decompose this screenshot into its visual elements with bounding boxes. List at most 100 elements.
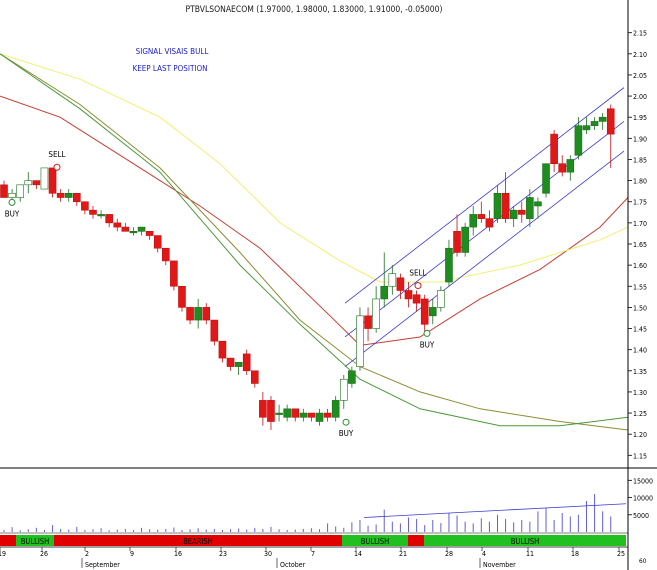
candle-body bbox=[153, 235, 162, 249]
candle-body bbox=[445, 247, 453, 283]
y-tick-label: 1.20 bbox=[633, 431, 647, 439]
x-day-label: 28 bbox=[445, 550, 453, 558]
candle-body bbox=[73, 192, 81, 203]
candle-body bbox=[170, 260, 178, 287]
candlestick-series bbox=[0, 104, 615, 430]
corner-label: 60 bbox=[639, 557, 647, 565]
candle-body bbox=[412, 294, 421, 304]
candle-body bbox=[339, 378, 348, 401]
x-day-label: 4 bbox=[482, 550, 486, 558]
x-day-label: 26 bbox=[40, 550, 48, 558]
trend-segment bbox=[342, 535, 408, 546]
volume-tick-label: 5000 bbox=[633, 512, 649, 520]
candle-body bbox=[0, 184, 8, 198]
x-day-label: 21 bbox=[399, 550, 407, 558]
candle-body bbox=[420, 298, 429, 325]
candle-body bbox=[364, 315, 372, 329]
y-tick-label: 1.45 bbox=[633, 326, 647, 334]
candle-body bbox=[574, 125, 583, 156]
sell-signal-icon bbox=[414, 282, 422, 290]
x-day-label: 9 bbox=[130, 550, 134, 558]
buy-signal-label: BUY bbox=[420, 340, 435, 349]
candle-body bbox=[428, 307, 437, 317]
candle-body bbox=[598, 116, 607, 122]
trend-segment bbox=[54, 535, 342, 546]
y-tick-label: 1.55 bbox=[633, 283, 647, 291]
candle-body bbox=[202, 307, 211, 321]
candle-body bbox=[210, 319, 219, 342]
moving-average-line bbox=[0, 53, 629, 283]
moving-average-line bbox=[0, 53, 629, 427]
candle-body bbox=[348, 370, 356, 384]
candle-body bbox=[380, 285, 389, 300]
candle-body bbox=[534, 201, 542, 207]
candle-body bbox=[517, 209, 526, 215]
candle-body bbox=[178, 285, 186, 308]
candle-body bbox=[526, 197, 534, 219]
x-day-label: 18 bbox=[571, 550, 579, 558]
candle-body bbox=[32, 180, 41, 186]
y-tick-label: 1.50 bbox=[633, 304, 647, 312]
candle-body bbox=[323, 412, 332, 418]
candle-body bbox=[590, 121, 599, 126]
candle-body bbox=[356, 315, 364, 367]
candle-body bbox=[331, 400, 340, 418]
y-tick-label: 2.10 bbox=[633, 51, 647, 59]
candle-body bbox=[40, 167, 49, 190]
y-tick-label: 1.30 bbox=[633, 389, 647, 397]
candle-body bbox=[250, 370, 259, 384]
buy-signal-label: BUY bbox=[339, 429, 354, 438]
candle-body bbox=[477, 214, 486, 219]
candle-body bbox=[283, 408, 291, 418]
candle-body bbox=[582, 125, 591, 131]
x-day-label: 25 bbox=[617, 550, 625, 558]
y-tick-label: 1.15 bbox=[633, 452, 647, 460]
candle-body bbox=[267, 400, 275, 422]
candle-body bbox=[242, 353, 251, 372]
y-tick-label: 2.00 bbox=[633, 93, 647, 101]
candle-body bbox=[509, 209, 518, 219]
candle-body bbox=[48, 167, 57, 194]
candle-body bbox=[121, 226, 130, 232]
candle-body bbox=[291, 408, 300, 418]
candle-body bbox=[469, 214, 478, 228]
x-day-label: 23 bbox=[219, 550, 227, 558]
signal-markers: BUY SELL BUY SELL BUY bbox=[5, 150, 435, 438]
candle-body bbox=[162, 247, 170, 262]
y-tick-label: 1.60 bbox=[633, 262, 647, 270]
candle-body bbox=[145, 231, 154, 236]
volume-panel: 15000 10000 5000 bbox=[3, 477, 653, 532]
y-tick-label: 1.35 bbox=[633, 368, 647, 376]
chart-title: PTBVLSONAECOM (1.97000, 1.98000, 1.83000… bbox=[185, 5, 442, 15]
channel-line-lower bbox=[344, 150, 625, 367]
x-day-label: 11 bbox=[526, 550, 534, 558]
candle-body bbox=[259, 400, 267, 418]
candle-body bbox=[64, 192, 73, 198]
trend-channel bbox=[344, 87, 625, 367]
candle-body bbox=[606, 108, 615, 135]
candle-body bbox=[105, 214, 113, 224]
x-day-label: 16 bbox=[174, 550, 182, 558]
buy-signal-icon bbox=[8, 198, 16, 206]
candle-body bbox=[97, 214, 105, 217]
candle-body bbox=[226, 357, 235, 367]
candle-body bbox=[129, 231, 138, 234]
candle-body bbox=[437, 290, 445, 308]
candle-body bbox=[550, 133, 558, 164]
candle-body bbox=[542, 163, 550, 194]
volume-tick-label: 10000 bbox=[633, 495, 653, 503]
y-tick-label: 1.95 bbox=[633, 114, 647, 122]
volume-average-line bbox=[363, 503, 627, 518]
trend-segment-label: BULLISH bbox=[511, 537, 539, 546]
annotation-line-1: SIGNAL VISAIS BULL bbox=[136, 47, 209, 56]
trend-segment bbox=[424, 535, 626, 546]
candle-body bbox=[24, 180, 33, 186]
y-tick-label: 1.90 bbox=[633, 135, 647, 143]
candle-body bbox=[137, 226, 146, 232]
trend-segment bbox=[16, 535, 54, 546]
candle-body bbox=[81, 201, 89, 211]
candle-body bbox=[493, 192, 502, 219]
trend-segment bbox=[0, 535, 16, 546]
